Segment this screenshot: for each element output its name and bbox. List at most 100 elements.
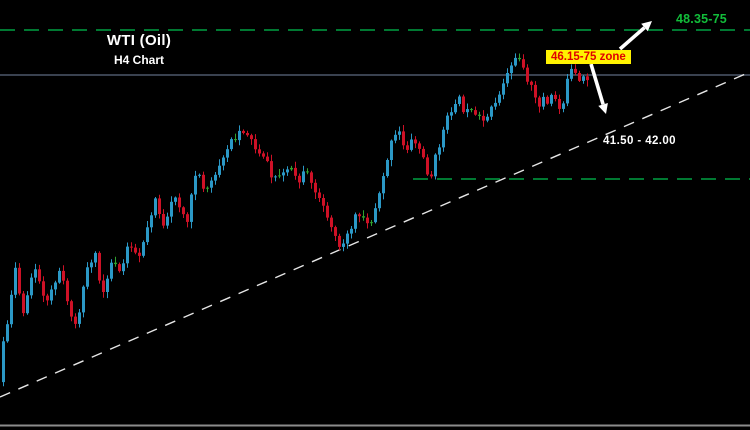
candle-body-bull [394,134,397,141]
candle-body-bull [10,294,13,325]
candle-body-bear [242,130,245,133]
candle-body-bear [462,96,465,113]
candle-body-bear [270,161,273,178]
candle-body-bull [154,198,157,216]
candle-body-bull [382,176,385,194]
candle-body-bull [350,228,353,234]
candle-body-bull [346,233,349,244]
candle-body-bull [450,112,453,116]
candle-body-bear [74,316,77,324]
candle-body-bear [526,67,529,82]
candle-body-bull [222,157,225,166]
candle-body-bull [454,104,457,113]
candle-body-doji [234,139,237,141]
candle-body-bear [178,197,181,208]
candle-body-bull [378,193,381,209]
candle-body-bull [82,286,85,313]
candle-body-doji [362,216,365,218]
candle-body-bull [286,169,289,173]
candle-body-bear [414,139,417,144]
candle-body-bear [202,174,205,189]
candle-body-bear [134,247,137,253]
candle-body-bull [434,154,437,177]
candle-body-doji [470,109,473,111]
candle-body-bull [486,116,489,121]
candle-body-bear [62,270,65,281]
candle-body-bull [122,263,125,272]
candle-body-bear [534,84,537,98]
candle-body-bear [474,110,477,115]
candle-body-bull [550,94,553,104]
candle-body-bull [94,252,97,263]
candle-body-bear [538,97,541,107]
candle-body-bull [282,172,285,176]
candle-body-bear [330,217,333,228]
candle-body-bear [422,148,425,158]
candle-body-bear [46,295,49,301]
candle-body-bear [250,135,253,140]
candle-body-bull [510,65,513,74]
candle-body-bull [562,103,565,109]
candle-body-bull [506,73,509,84]
candle-body-bull [238,130,241,141]
arrow-to-trendline-shaft [589,63,605,105]
candle-body-bear [186,214,189,222]
candle-body-bear [70,301,73,317]
candle-body-bull [230,139,233,150]
candle-body-bear [42,281,45,296]
candle-body-bull [14,267,17,295]
chart-title-block: WTI (Oil) H4 Chart [79,32,199,67]
candle-body-bull [398,131,401,135]
candle-body-bull [582,76,585,81]
candle-body-bull [274,176,277,178]
candle-body-doji [478,114,481,116]
candle-body-bear [118,264,121,272]
current-zone-price-label: 46.15-75 zone [546,50,631,64]
candle-body-bear [314,182,317,193]
candle-body-bull [2,341,5,383]
chart-timeframe: H4 Chart [113,53,164,67]
candle-body-bull [190,194,193,222]
candle-body-bull [302,171,305,183]
candle-body-bull [50,289,53,301]
candle-body-bear [530,81,533,85]
candle-body-bear [546,96,549,104]
candle-body-bear [158,198,161,214]
candle-body-bull [78,312,81,324]
candle-body-doji [114,262,117,265]
candle-body-bear [310,172,313,183]
candle-body-bear [586,76,589,81]
candle-body-bull [146,227,149,243]
candle-body-bull [90,262,93,268]
candle-body-bull [34,269,37,278]
candle-body-bear [138,252,141,256]
candle-body-bull [226,149,229,158]
candle-body-bear [262,153,265,157]
candle-body-bull [166,216,169,226]
candle-body-bull [438,147,441,155]
candle-body-bull [390,140,393,160]
candle-body-bear [482,115,485,121]
candle-body-doji [290,167,293,170]
candle-body-bear [334,227,337,236]
candle-body-bear [38,269,41,282]
candle-body-bull [570,68,573,79]
candle-body-bear [162,214,165,226]
candle-body-bear [338,235,341,247]
candle-body-bear [98,252,101,281]
candle-body-bull [58,270,61,283]
candle-body-bear [258,149,261,154]
candle-body-bull [30,277,33,296]
candle-body-bear [266,156,269,162]
candle-body-bear [366,217,369,224]
candle-body-bull [214,174,217,181]
candle-body-bear [66,280,69,302]
candle-body-bull [210,180,213,188]
candle-body-bear [406,145,409,150]
candle-body-bull [386,160,389,176]
candle-body-bear [558,99,561,109]
arrow-to-resistance-shaft [618,26,646,51]
candle-body-bull [126,246,129,264]
candle-body-bull [458,96,461,104]
candle-body-bear [358,214,361,217]
